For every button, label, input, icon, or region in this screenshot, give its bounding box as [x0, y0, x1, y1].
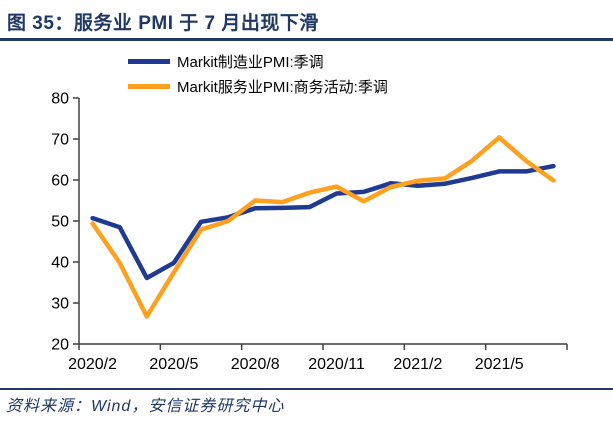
y-tick-label: 30 [51, 296, 69, 313]
x-tick-label: 2021/2 [393, 356, 442, 373]
x-tick-label: 2020/11 [308, 356, 365, 373]
y-tick-label: 70 [51, 132, 69, 149]
x-tick-label: 2020/2 [68, 356, 117, 373]
y-tick-label: 40 [51, 255, 69, 272]
manufacturing-line-swatch [128, 59, 170, 64]
legend-label-manufacturing: Markit制造业PMI:季调 [177, 54, 324, 71]
source-note: 资料来源：Wind，安信证券研究中心 [6, 398, 285, 415]
footer-divider [0, 388, 613, 390]
figure-title: 图 35：服务业 PMI 于 7 月出现下滑 [7, 13, 319, 34]
legend-item-services: Markit服务业PMI:商务活动:季调 [128, 74, 388, 99]
manufacturing-pmi-line [90, 163, 556, 281]
y-tick-label: 50 [51, 214, 69, 231]
y-tick-label: 80 [51, 91, 69, 108]
legend-item-manufacturing: Markit制造业PMI:季调 [128, 49, 388, 74]
x-tick-label: 2021/5 [475, 356, 524, 373]
y-tick-label: 60 [51, 173, 69, 190]
y-tick-label: 20 [51, 337, 69, 354]
legend-label-services: Markit服务业PMI:商务活动:季调 [177, 79, 388, 96]
x-tick-label: 2020/5 [149, 356, 198, 373]
title-divider [0, 38, 613, 41]
services-line-swatch [128, 84, 170, 89]
chart-legend: Markit制造业PMI:季调 Markit服务业PMI:商务活动:季调 [128, 49, 388, 99]
x-tick-label: 2020/8 [231, 356, 280, 373]
services-pmi-line [90, 135, 556, 319]
